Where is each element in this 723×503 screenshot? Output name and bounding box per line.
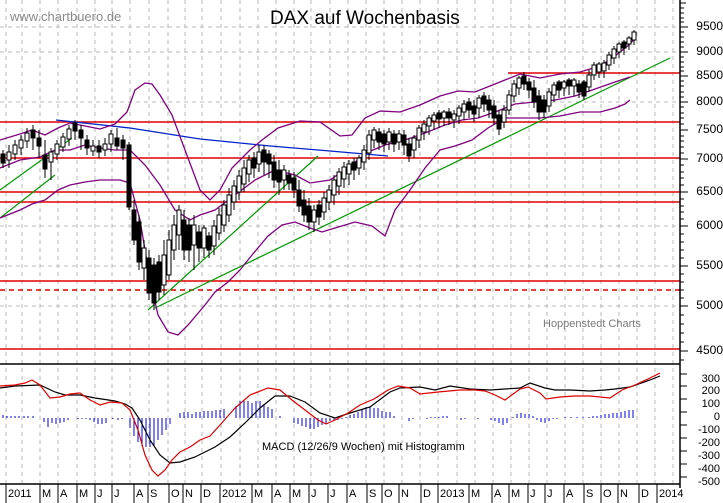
y-tick-label: 8000 — [696, 94, 723, 108]
candlesticks — [0, 30, 637, 310]
macd-label: MACD (12/26/9 Wochen) mit Histogramm — [262, 441, 465, 453]
x-tick-label: S — [369, 488, 377, 500]
y-tick-label: 9000 — [696, 44, 723, 58]
downtrend-line — [55, 119, 389, 157]
x-tick-label: D — [423, 488, 431, 500]
x-tick-label: A — [494, 488, 502, 500]
x-tick-label: M — [254, 488, 264, 500]
y-tick-label: 7000 — [696, 151, 723, 165]
x-tick-label: J — [114, 488, 120, 500]
y-tick-label: 8500 — [696, 68, 723, 82]
x-tick-label: J — [311, 488, 317, 500]
x-tick-label: J — [530, 488, 536, 500]
y-tick-label: 6500 — [696, 184, 723, 198]
x-tick-label: D — [203, 488, 211, 500]
x-tick-label: 2011 — [8, 488, 32, 500]
x-tick-label: N — [185, 488, 193, 500]
macd-axis-ticks — [680, 373, 687, 478]
x-tick-label: J — [97, 488, 103, 500]
y-tick-label: 4500 — [696, 343, 723, 357]
macd-tick-label: -400 — [697, 463, 720, 475]
x-tick-label: M — [79, 488, 89, 500]
x-tick-label: O — [384, 488, 393, 500]
time-axis-ticks — [5, 484, 658, 503]
macd-tick-label: 200 — [701, 385, 720, 397]
macd-tick-label: -300 — [697, 450, 720, 462]
x-tick-label: 2012 — [222, 488, 247, 500]
macd-tick-label: -100 — [697, 424, 720, 436]
chart-title: DAX auf Wochenbasis — [270, 8, 460, 29]
x-tick-label: M — [292, 488, 302, 500]
x-tick-label: M — [471, 488, 481, 500]
x-tick-label: J — [330, 488, 336, 500]
x-tick-label: A — [349, 488, 357, 500]
x-tick-label: N — [401, 488, 409, 500]
x-tick-label: M — [511, 488, 521, 500]
macd-line — [0, 372, 661, 477]
x-tick-label: A — [274, 488, 282, 500]
y-tick-label: 6000 — [696, 218, 723, 232]
source-label: Hoppenstedt Charts — [543, 318, 641, 330]
macd-tick-label: 100 — [701, 398, 720, 410]
x-tick-label: 2014 — [659, 488, 684, 500]
macd-tick-label: -200 — [697, 437, 720, 449]
x-tick-label: S — [150, 488, 158, 500]
x-tick-label: O — [171, 488, 180, 500]
x-tick-label: O — [603, 488, 612, 500]
macd-tick-label: 0 — [713, 411, 720, 423]
support-resistance-lines — [0, 72, 680, 350]
x-tick-label: A — [60, 488, 68, 500]
x-tick-label: 2013 — [440, 488, 465, 500]
x-tick-label: S — [586, 488, 594, 500]
x-tick-label: A — [566, 488, 574, 500]
watermark: www.chartbuero.de — [10, 9, 122, 24]
x-tick-label: D — [641, 488, 649, 500]
macd-tick-label: -500 — [697, 476, 720, 488]
x-tick-label: J — [547, 488, 553, 500]
price-axis-ticks — [680, 2, 688, 361]
macd-tick-label: 300 — [701, 373, 720, 385]
y-tick-label: 7500 — [696, 122, 723, 136]
x-tick-label: A — [136, 488, 144, 500]
y-tick-label: 9500 — [696, 19, 723, 33]
x-tick-label: M — [42, 488, 52, 500]
y-tick-label: 5000 — [696, 298, 723, 312]
y-tick-label: 5500 — [696, 258, 723, 272]
x-tick-label: N — [620, 488, 628, 500]
